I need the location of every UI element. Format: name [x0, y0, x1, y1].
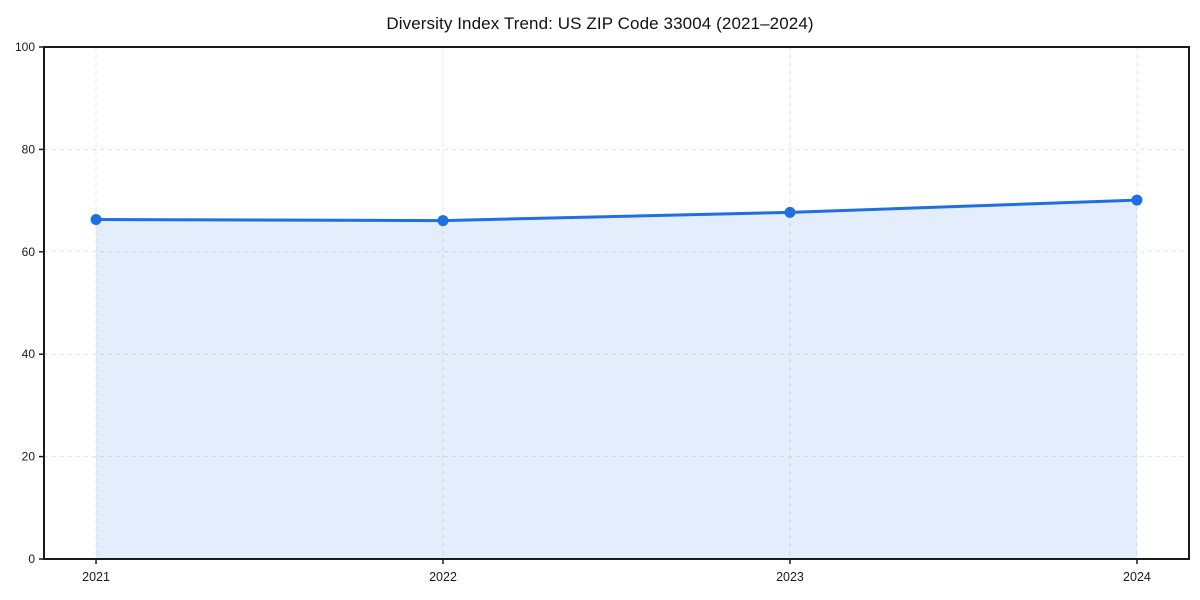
x-tick-label: 2022 — [429, 570, 457, 584]
x-tick-label: 2024 — [1123, 570, 1151, 584]
data-point-2022 — [437, 215, 449, 227]
y-tick-label: 20 — [22, 450, 36, 464]
y-tick-label: 0 — [28, 552, 35, 566]
x-tick-label: 2021 — [82, 570, 110, 584]
chart-title: Diversity Index Trend: US ZIP Code 33004… — [386, 14, 814, 33]
data-point-2023 — [784, 206, 796, 218]
y-tick-label: 100 — [15, 40, 35, 54]
y-tick-label: 80 — [22, 142, 36, 156]
y-tick-label: 40 — [22, 347, 36, 361]
y-tick-label: 60 — [22, 245, 36, 259]
trend-line — [94, 198, 1139, 223]
data-point-2021 — [90, 214, 102, 226]
area-fill — [96, 200, 1137, 559]
axes-spines — [43, 46, 1190, 560]
data-point-2024 — [1131, 194, 1143, 206]
x-tick-label: 2023 — [776, 570, 804, 584]
